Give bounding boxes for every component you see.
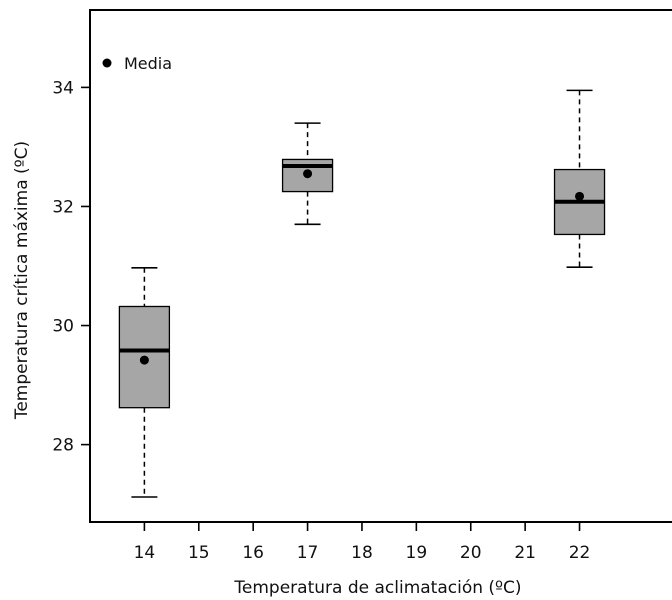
legend: Media xyxy=(102,54,172,73)
x-tick-label: 15 xyxy=(188,543,210,563)
plot-border xyxy=(89,9,672,523)
boxes xyxy=(118,89,606,498)
x-tick-label: 14 xyxy=(134,543,156,563)
box-group xyxy=(553,89,606,268)
x-axis-label: Temperatura de aclimatación (ºC) xyxy=(233,578,521,598)
y-axis: 28 30 32 34 xyxy=(52,78,90,456)
legend-mean-marker xyxy=(102,58,112,68)
x-tick-label: 20 xyxy=(460,543,482,563)
x-tick-label: 19 xyxy=(406,543,428,563)
plot-frame xyxy=(89,9,672,523)
y-axis-label: Temperatura crítica máxima (ºC) xyxy=(12,141,32,420)
y-tick-label: 28 xyxy=(52,436,74,456)
y-tick-label: 30 xyxy=(52,317,74,337)
mean-point xyxy=(303,169,313,179)
x-tick-label: 17 xyxy=(297,543,319,563)
x-tick-label: 16 xyxy=(242,543,264,563)
box-group xyxy=(118,266,171,498)
x-tick-label: 22 xyxy=(569,543,591,563)
mean-point xyxy=(575,191,585,201)
legend-mean-label: Media xyxy=(124,54,172,73)
box-group xyxy=(281,122,334,226)
y-tick-label: 32 xyxy=(52,197,74,217)
x-tick-label: 18 xyxy=(351,543,373,563)
x-axis: 14 15 16 17 18 19 20 21 22 xyxy=(134,522,591,563)
mean-point xyxy=(139,355,149,365)
y-tick-label: 34 xyxy=(52,78,74,98)
x-tick-label: 21 xyxy=(514,543,536,563)
